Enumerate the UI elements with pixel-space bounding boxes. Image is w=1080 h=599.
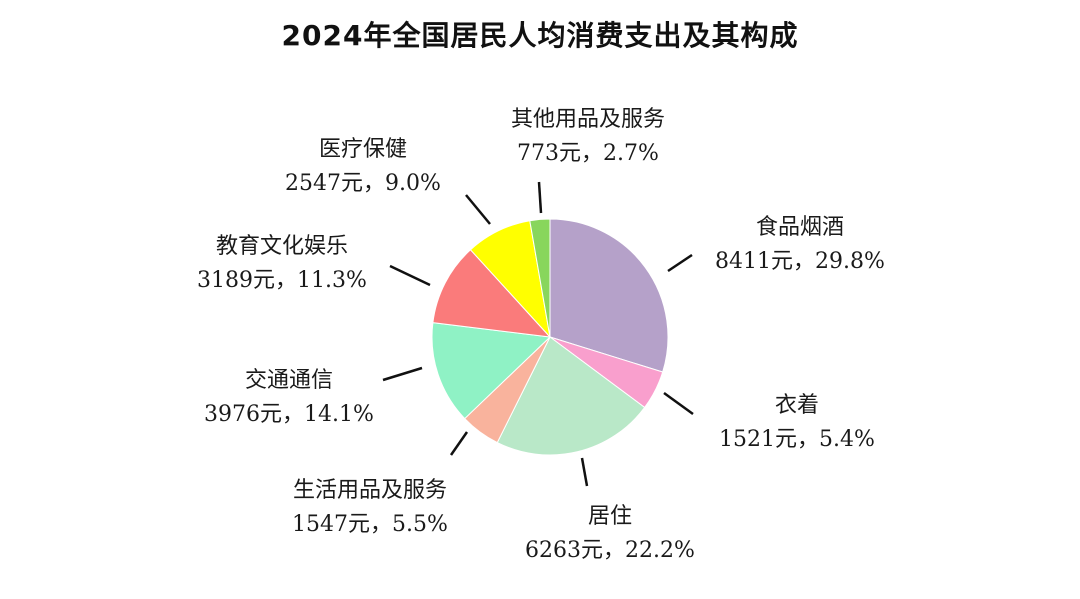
leader-line-4: [382, 366, 423, 382]
slice-value-label-4: 3976元，14.1%: [204, 402, 374, 427]
leader-line-6: [465, 194, 491, 225]
leader-lines: [382, 181, 694, 487]
pie-slice-7: [529, 218, 551, 338]
slice-value-label-0: 8411元，29.8%: [715, 249, 885, 274]
slice-value-label-7: 773元，2.7%: [517, 141, 659, 166]
slice-name-label-3: 生活用品及服务: [293, 478, 447, 503]
leader-line-3: [449, 431, 469, 456]
leader-line-7: [537, 181, 543, 214]
slice-value-label-2: 6263元，22.2%: [525, 538, 695, 563]
slice-value-label-5: 3189元，11.3%: [197, 268, 367, 293]
pie-slices: [431, 218, 669, 456]
slice-labels: 食品烟酒 8411元，29.8% 衣着 1521元，5.4% 居住 6263元，22.2%…: [197, 107, 885, 563]
pie-slice-0: [549, 218, 669, 373]
pie-slice-5: [432, 249, 552, 338]
pie-slice-4: [431, 322, 552, 420]
slice-name-label-1: 衣着: [775, 393, 819, 418]
slice-name-label-5: 教育文化娱乐: [216, 234, 348, 259]
leader-line-0: [667, 253, 693, 273]
pie-slice-2: [496, 336, 646, 456]
slice-name-label-7: 其他用品及服务: [511, 107, 665, 132]
slice-value-label-3: 1547元，5.5%: [292, 512, 448, 537]
slice-name-label-0: 食品烟酒: [756, 215, 844, 240]
slice-value-label-1: 1521元，5.4%: [719, 427, 875, 452]
slice-name-label-4: 交通通信: [245, 368, 333, 393]
slice-name-label-2: 居住: [588, 504, 632, 529]
leader-line-5: [389, 264, 431, 287]
slice-name-label-6: 医疗保健: [319, 137, 407, 162]
slice-value-label-6: 2547元，9.0%: [285, 171, 441, 196]
chart-title: 2024年全国居民人均消费支出及其构成: [281, 19, 799, 52]
leader-line-1: [663, 391, 694, 416]
leader-line-2: [580, 457, 589, 487]
